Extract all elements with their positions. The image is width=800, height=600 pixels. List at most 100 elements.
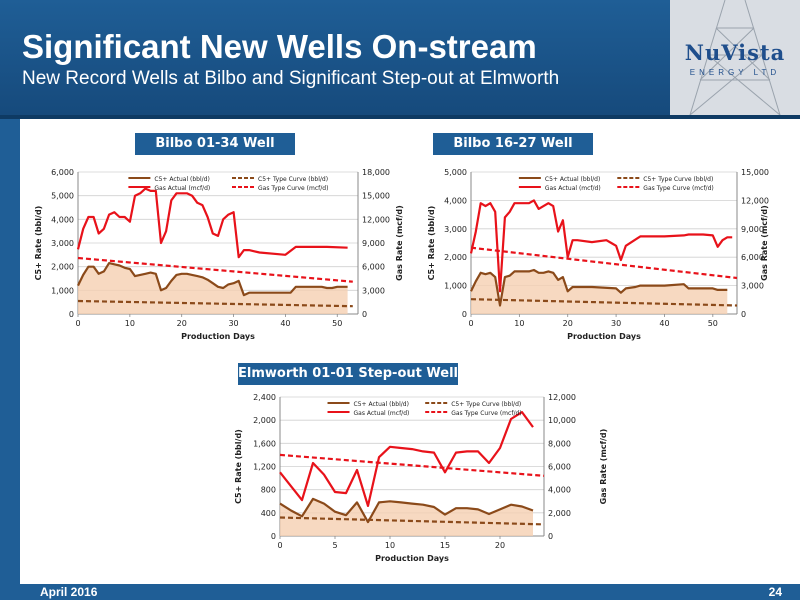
y2-tick-label: 0 (741, 310, 746, 319)
chart-title-elmworth: Elmworth 01-01 Step-out Well (238, 363, 458, 385)
y2-tick-label: 9,000 (741, 225, 764, 234)
legend-label: C5+ Type Curve (bbl/d) (451, 401, 521, 408)
c5-actual-area (78, 263, 348, 314)
gas-type-curve-line (470, 246, 738, 280)
y2-tick-label: 0 (548, 532, 553, 541)
gas-actual-line (76, 187, 348, 259)
y-tick-label: 5,000 (51, 192, 74, 201)
legend-label: Gas Actual (mcf/d) (354, 410, 410, 417)
c5-actual-line (77, 262, 348, 297)
y-tick-label: 2,400 (253, 393, 276, 402)
gas-type-curve-line (279, 453, 545, 477)
gas-actual-line (469, 199, 733, 293)
legend-label: C5+ Type Curve (bbl/d) (643, 176, 713, 183)
y-tick-label: 800 (261, 486, 276, 495)
left-accent-bar (0, 119, 20, 584)
chart-title-bilbo-16-27: Bilbo 16-27 Well (433, 133, 593, 155)
y-tick-label: 2,000 (444, 253, 467, 262)
y2-tick-label: 0 (362, 310, 367, 319)
y-tick-label: 1,600 (253, 439, 276, 448)
legend-label: Gas Type Curve (mcf/d) (258, 185, 328, 192)
x-tick-label: 0 (277, 541, 282, 550)
y-tick-label: 6,000 (51, 168, 74, 177)
legend-label: Gas Actual (mcf/d) (154, 185, 210, 192)
y-axis-label: C5+ Rate (bbl/d) (427, 206, 436, 281)
y-tick-label: 0 (271, 532, 276, 541)
x-tick-label: 10 (125, 319, 135, 328)
legend-label: C5+ Actual (bbl/d) (545, 176, 600, 183)
tower-graphic-icon (689, 0, 781, 115)
x-tick-label: 20 (177, 319, 187, 328)
y-tick-label: 1,200 (253, 463, 276, 472)
gas-type-curve-line (77, 256, 353, 283)
legend-label: C5+ Actual (bbl/d) (354, 401, 409, 408)
y-tick-label: 2,000 (51, 263, 74, 272)
legend-label: Gas Type Curve (mcf/d) (643, 185, 713, 192)
logo-subtext: ENERGY LTD (689, 68, 781, 77)
y2-tick-label: 15,000 (362, 192, 390, 201)
chart-title-bilbo-01-34: Bilbo 01-34 Well (135, 133, 295, 155)
y-tick-label: 0 (462, 310, 467, 319)
chart-bilbo-01-34: 0 1,000 2,000 3,000 4,000 5,000 6,000 0 3,000 6,0… (34, 168, 404, 341)
y-tick-label: 3,000 (51, 239, 74, 248)
y-tick-label: 1,000 (444, 282, 467, 291)
y2-tick-label: 10,000 (548, 416, 576, 425)
y-tick-label: 4,000 (444, 196, 467, 205)
x-tick-label: 40 (280, 319, 290, 328)
x-tick-label: 10 (514, 319, 524, 328)
y-tick-label: 400 (261, 509, 276, 518)
c5-actual-line (279, 497, 534, 524)
x-tick-label: 0 (75, 319, 80, 328)
slide-subtitle: New Record Wells at Bilbo and Significan… (22, 68, 560, 89)
c5-type-curve-line (77, 299, 353, 308)
y2-tick-label: 18,000 (362, 168, 390, 177)
slide-footer (0, 584, 800, 600)
y-tick-label: 0 (69, 310, 74, 319)
x-tick-label: 15 (440, 541, 450, 550)
y-tick-label: 4,000 (51, 215, 74, 224)
y2-tick-label: 12,000 (548, 393, 576, 402)
x-tick-label: 20 (495, 541, 505, 550)
page-number: 24 (768, 585, 782, 599)
y2-tick-label: 3,000 (741, 282, 764, 291)
header-divider (0, 115, 800, 119)
y2-tick-label: 2,000 (548, 509, 571, 518)
slide-header (0, 0, 800, 115)
x-tick-label: 20 (563, 319, 573, 328)
y-axis-label: C5+ Rate (bbl/d) (34, 206, 43, 281)
y2-axis-label: Gas Rate (mcf/d) (395, 205, 404, 281)
y2-axis-label: Gas Rate (mcf/d) (760, 205, 769, 281)
legend-label: C5+ Type Curve (bbl/d) (258, 176, 328, 183)
company-logo: NuVista ENERGY LTD (670, 0, 800, 115)
x-tick-label: 0 (468, 319, 473, 328)
y2-tick-label: 12,000 (741, 196, 769, 205)
legend-label: Gas Type Curve (mcf/d) (451, 410, 521, 417)
x-axis-label: Production Days (181, 332, 255, 341)
x-tick-label: 50 (708, 319, 718, 328)
logo-wordmark: NuVista (684, 40, 786, 65)
y2-tick-label: 6,000 (548, 463, 571, 472)
x-tick-label: 40 (659, 319, 669, 328)
x-tick-label: 10 (385, 541, 395, 550)
y-tick-label: 3,000 (444, 225, 467, 234)
chart-bilbo-16-27: 0 1,000 2,000 3,000 4,000 5,000 0 3,000 6,000 9,0… (427, 168, 769, 341)
legend-label: C5+ Actual (bbl/d) (154, 176, 209, 183)
x-tick-label: 30 (611, 319, 621, 328)
y2-tick-label: 3,000 (362, 286, 385, 295)
slide-title: Significant New Wells On-stream (22, 28, 537, 65)
y2-tick-label: 6,000 (741, 253, 764, 262)
x-tick-label: 50 (332, 319, 342, 328)
x-tick-label: 30 (228, 319, 238, 328)
footer-date: April 2016 (40, 585, 98, 599)
y-tick-label: 1,000 (51, 286, 74, 295)
c5-type-curve-line (470, 298, 738, 307)
y2-tick-label: 9,000 (362, 239, 385, 248)
legend-label: Gas Actual (mcf/d) (545, 185, 601, 192)
x-axis-label: Production Days (567, 332, 641, 341)
x-axis-label: Production Days (375, 554, 449, 563)
y2-tick-label: 4,000 (548, 486, 571, 495)
y2-axis-label: Gas Rate (mcf/d) (599, 429, 608, 505)
y2-tick-label: 8,000 (548, 439, 571, 448)
y2-tick-label: 6,000 (362, 263, 385, 272)
y-tick-label: 2,000 (253, 416, 276, 425)
